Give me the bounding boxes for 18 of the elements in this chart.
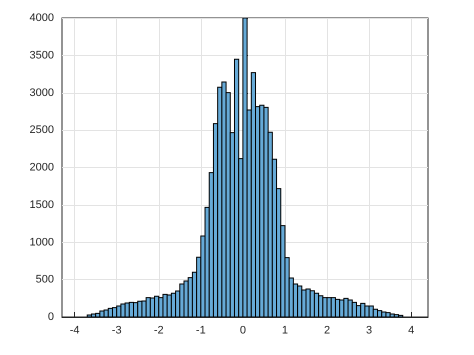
x-tick-label: 4 <box>408 324 414 336</box>
x-tick-label: 3 <box>366 324 372 336</box>
x-tick-label: 2 <box>324 324 330 336</box>
y-tick-label: 500 <box>36 274 54 286</box>
y-tick-label: 1500 <box>30 198 54 211</box>
x-tick-label: -4 <box>70 324 80 336</box>
y-tick-label: 4000 <box>30 12 54 24</box>
x-tick-label: -2 <box>154 324 164 336</box>
y-tick-label: 0 <box>48 311 54 323</box>
y-tick-label: 2000 <box>30 162 54 174</box>
x-tick-label: 1 <box>282 324 288 336</box>
y-tick-label: 2500 <box>30 124 54 136</box>
y-tick-label: 1000 <box>30 236 54 248</box>
y-tick-label: 3000 <box>30 86 54 99</box>
x-tick-label: -3 <box>112 324 122 336</box>
x-tick-label: 0 <box>240 324 246 336</box>
y-tick-label: 3500 <box>30 49 54 62</box>
x-tick-label: -1 <box>196 324 206 336</box>
